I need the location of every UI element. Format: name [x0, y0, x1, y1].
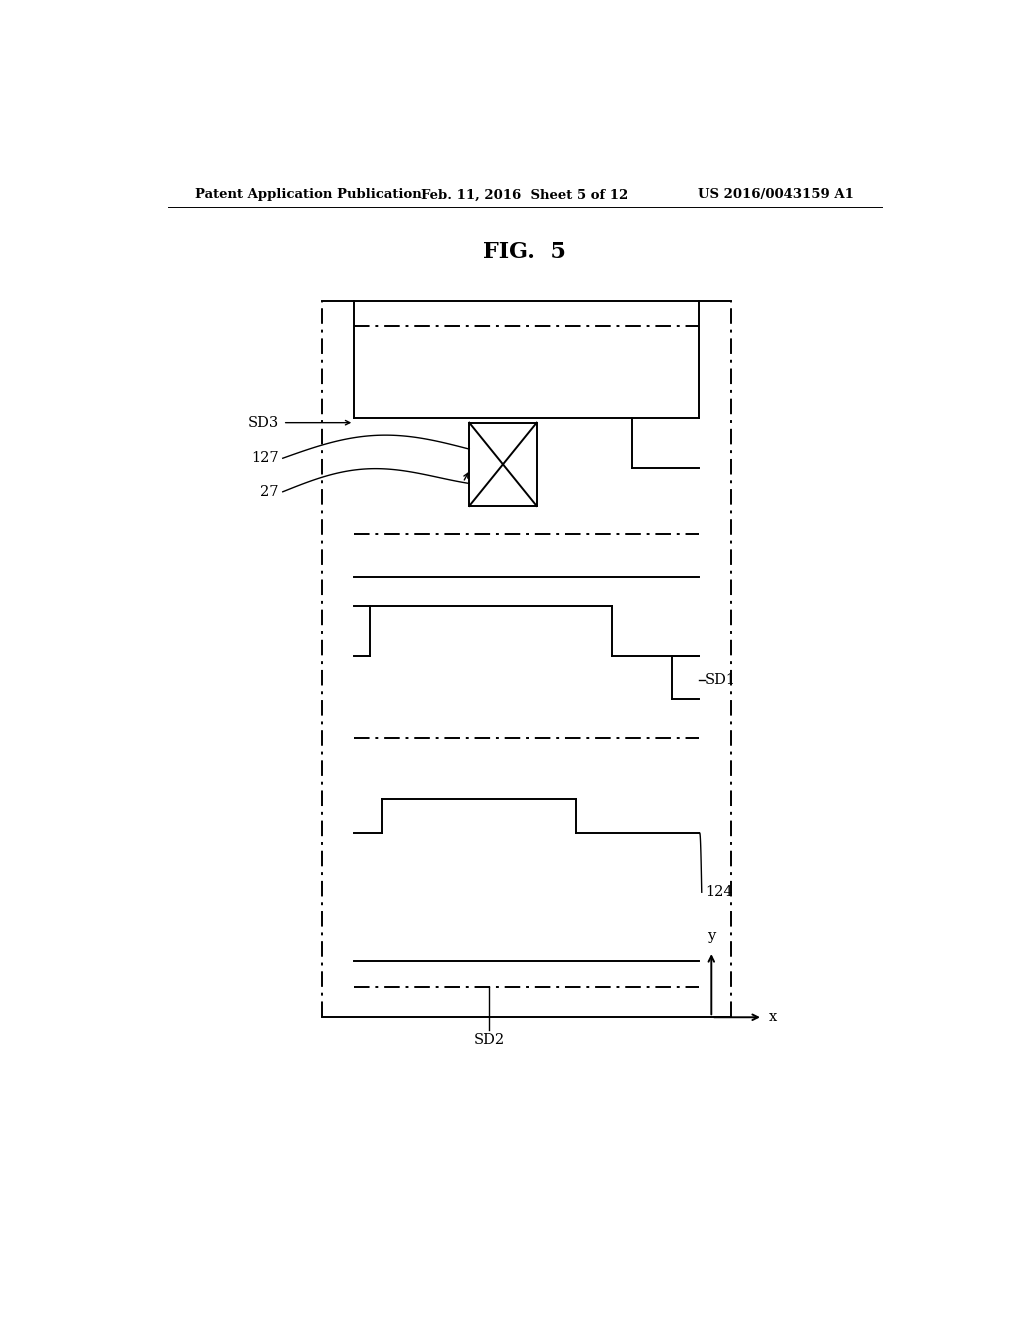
- Bar: [469, 422, 537, 506]
- Text: y: y: [708, 929, 716, 942]
- Text: Patent Application Publication: Patent Application Publication: [196, 189, 422, 202]
- Text: SD3: SD3: [248, 416, 279, 430]
- Text: SD1: SD1: [705, 673, 736, 686]
- Text: 127: 127: [251, 451, 279, 465]
- Text: US 2016/0043159 A1: US 2016/0043159 A1: [698, 189, 854, 202]
- Text: SD2: SD2: [473, 1032, 505, 1047]
- Text: Feb. 11, 2016  Sheet 5 of 12: Feb. 11, 2016 Sheet 5 of 12: [421, 189, 629, 202]
- Text: FIG.  5: FIG. 5: [483, 242, 566, 263]
- Text: 124: 124: [706, 886, 733, 899]
- Text: x: x: [769, 1010, 777, 1024]
- Text: 27: 27: [260, 484, 279, 499]
